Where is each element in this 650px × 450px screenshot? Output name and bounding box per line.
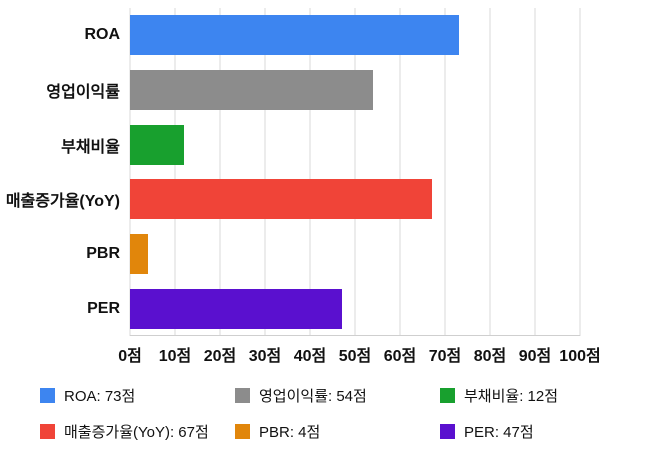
gridline (489, 8, 491, 336)
x-axis-tick-labels: 0점 10점 20점 30점 40점 50점 60점 70점 80점 90점 100점 (118, 342, 601, 365)
bar-매출증가율(YoY) (130, 179, 432, 220)
gridline (534, 8, 536, 336)
chart-row: 매출증가율(YoY) (6, 172, 580, 227)
legend-label: 매출증가율(YoY): 67점 (64, 424, 209, 441)
x-tick-label: 70점 (428, 348, 462, 365)
x-tick-label: 30점 (248, 348, 282, 365)
legend-swatch (440, 388, 455, 403)
legend-item: PBR: 4점 (235, 421, 440, 442)
x-tick-label: 0점 (118, 348, 142, 365)
chart-row: PBR (86, 227, 580, 282)
bar-PBR (130, 234, 148, 275)
legend-label: 부채비율: 12점 (464, 388, 559, 405)
chart-row: 부채비율 (61, 117, 580, 172)
x-axis-line (130, 335, 580, 336)
gridline (444, 8, 446, 336)
category-label: 영업이익률 (46, 84, 120, 101)
legend-label: 영업이익률: 54점 (259, 388, 367, 405)
chart-row: 영업이익률 (46, 63, 580, 118)
gridline (264, 8, 266, 336)
gridline (309, 8, 311, 336)
category-label: ROA (84, 26, 120, 44)
legend-item: 부채비율: 12점 (440, 385, 558, 406)
category-label: 부채비율 (61, 138, 120, 156)
x-tick-label: 10점 (158, 348, 192, 365)
legend-swatch (440, 424, 455, 439)
legend-swatch (40, 424, 55, 439)
legend-swatch (40, 388, 55, 403)
x-tick-label: 40점 (293, 348, 327, 365)
legend-label: ROA: 73점 (64, 388, 136, 405)
x-tick-label: 90점 (518, 348, 552, 365)
x-tick-label: 50점 (338, 348, 372, 365)
gridline (219, 8, 221, 336)
x-tick-label: 60점 (383, 348, 417, 365)
category-label: PBR (86, 245, 120, 263)
chart-row: ROA (84, 8, 580, 63)
legend-item: PER: 47점 (440, 421, 558, 442)
legend-item: 매출증가율(YoY): 67점 (40, 421, 235, 442)
gridline (174, 8, 176, 336)
gridline (129, 8, 131, 336)
x-tick-label: 100점 (559, 348, 601, 365)
x-tick-label: 20점 (203, 348, 237, 365)
gridline (579, 8, 581, 336)
category-label: 매출증가율(YoY) (5, 193, 120, 211)
legend-swatch (235, 424, 250, 439)
legend-item: 영업이익률: 54점 (235, 385, 440, 406)
bar-ROA (130, 15, 459, 56)
legend-swatch (235, 388, 250, 403)
gridline (399, 8, 401, 336)
category-label: PER (87, 299, 120, 317)
legend-label: PBR: 4점 (259, 424, 321, 441)
x-tick-label: 80점 (473, 348, 507, 365)
legend-item: ROA: 73점 (40, 385, 235, 406)
bar-PER (130, 288, 342, 329)
chart-row: PER (87, 281, 580, 336)
legend-label: PER: 47점 (464, 424, 534, 441)
bar-부채비율 (130, 124, 184, 165)
gridline (354, 8, 356, 336)
bar-영업이익률 (130, 70, 373, 110)
